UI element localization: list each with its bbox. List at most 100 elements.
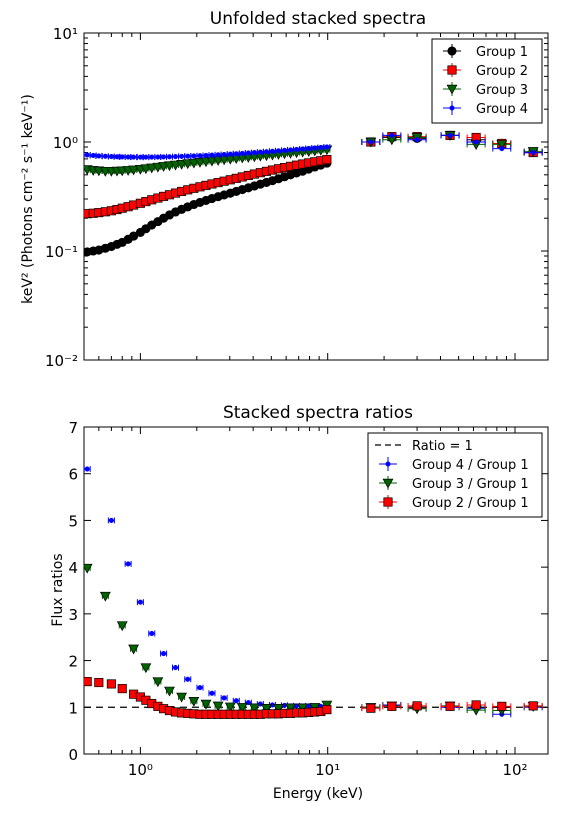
data-point <box>179 153 185 159</box>
data-point <box>176 692 188 703</box>
data-point <box>166 154 173 160</box>
y-axis-label-bottom: Flux ratios <box>50 553 66 626</box>
legend-item-group-3-group-1: Group 3 / Group 1 <box>379 476 529 492</box>
data-point <box>188 158 200 169</box>
legend-label: Group 1 <box>476 45 528 60</box>
x-tick-label: 10⁰ <box>128 761 153 779</box>
y-tick-label: 4 <box>68 559 78 577</box>
legend-label: Group 2 / Group 1 <box>412 496 529 511</box>
data-point <box>261 704 272 714</box>
data-point <box>146 163 158 174</box>
panel-ratios: Stacked spectra ratios Flux ratios Energ… <box>50 403 549 802</box>
data-point <box>263 149 270 155</box>
data-point <box>273 704 284 714</box>
data-point <box>197 153 203 159</box>
data-point <box>445 701 455 711</box>
data-point <box>117 684 127 694</box>
plot-area-bottom: 10⁰ 10¹ 10² 0 1 2 3 4 5 6 7 <box>68 419 549 779</box>
data-point <box>285 703 296 714</box>
data-point <box>497 701 507 711</box>
data-point <box>306 145 312 151</box>
data-point <box>108 154 114 160</box>
data-point <box>251 150 257 156</box>
data-point <box>155 154 161 160</box>
legend-bottom: Ratio = 1 Group 4 / Group 1 Group 3 / Grou… <box>367 432 543 518</box>
data-point <box>84 563 93 574</box>
data-point <box>200 699 212 710</box>
data-point <box>389 132 395 138</box>
data-point <box>172 154 179 160</box>
data-point <box>499 146 505 152</box>
data-point <box>236 703 248 713</box>
legend-swatch-marker <box>449 105 455 111</box>
data-point <box>197 685 203 691</box>
data-point <box>185 153 191 159</box>
data-point <box>233 151 239 157</box>
data-point <box>137 599 143 605</box>
data-point <box>125 154 131 160</box>
data-point <box>300 146 306 152</box>
data-layer-bottom <box>84 466 548 719</box>
data-point <box>366 703 376 713</box>
legend-item-group-4: Group 4 <box>443 101 528 117</box>
data-point <box>269 148 276 154</box>
series-group-4 <box>84 132 543 161</box>
y-tick-label: 10⁻¹ <box>45 243 78 261</box>
data-point <box>224 702 236 713</box>
legend-swatch-marker <box>385 461 391 467</box>
data-point <box>233 698 239 704</box>
data-point <box>412 701 422 711</box>
legend-item-group-3: Group 3 <box>443 82 528 98</box>
data-point <box>281 147 288 153</box>
data-point <box>245 150 251 156</box>
y-tick-label: 3 <box>68 606 78 624</box>
data-point <box>119 154 125 160</box>
data-point <box>182 159 194 170</box>
legend-top: Group 1 Group 2 Group 3 Group 4 <box>431 38 543 124</box>
chart-title-top: Unfolded stacked spectra <box>210 9 426 29</box>
y-tick-label: 10⁰ <box>53 134 78 152</box>
legend-label: Group 3 / Group 1 <box>412 477 529 492</box>
y-tick-label: 10⁻² <box>45 352 78 370</box>
data-point <box>152 677 164 688</box>
legend-label: Ratio = 1 <box>412 439 473 454</box>
plot-area-top: 10⁻² 10⁻¹ 10⁰ 10¹ <box>45 25 549 370</box>
data-point <box>257 149 263 155</box>
data-point <box>140 663 152 674</box>
panel-unfolded-spectra: Unfolded stacked spectra keV² (Photons c… <box>20 9 549 370</box>
legend-swatch-marker <box>383 497 393 507</box>
data-point <box>248 703 260 714</box>
series-group-3-group-1 <box>84 563 543 717</box>
data-point <box>191 153 197 159</box>
data-point <box>221 151 227 158</box>
data-point <box>387 701 397 711</box>
data-point <box>116 621 128 632</box>
legend-box <box>367 432 543 518</box>
y-tick-label: 5 <box>68 512 78 530</box>
data-layer-top <box>84 130 543 257</box>
legend-item-group-2: Group 2 <box>443 63 528 79</box>
data-point <box>84 677 92 687</box>
legend-swatch-marker <box>447 65 457 75</box>
data-point <box>471 700 481 710</box>
y-tick-label: 10¹ <box>53 25 78 43</box>
data-point <box>212 701 224 712</box>
data-point <box>528 701 538 711</box>
data-point <box>203 152 209 158</box>
legend-swatch-marker <box>446 84 458 95</box>
data-point <box>318 144 324 151</box>
y-tick-label: 1 <box>68 699 78 717</box>
data-point <box>239 150 245 156</box>
plot-frame <box>83 32 549 361</box>
x-tick-label: 10² <box>502 761 527 779</box>
data-point <box>137 154 143 160</box>
data-point <box>84 466 90 472</box>
data-point <box>209 152 215 158</box>
data-point <box>94 677 104 688</box>
y-tick-label: 7 <box>68 419 78 437</box>
legend-swatch-marker <box>382 478 394 489</box>
data-point <box>322 155 332 165</box>
data-point <box>99 591 111 602</box>
data-point <box>221 695 227 701</box>
data-point <box>322 705 332 715</box>
